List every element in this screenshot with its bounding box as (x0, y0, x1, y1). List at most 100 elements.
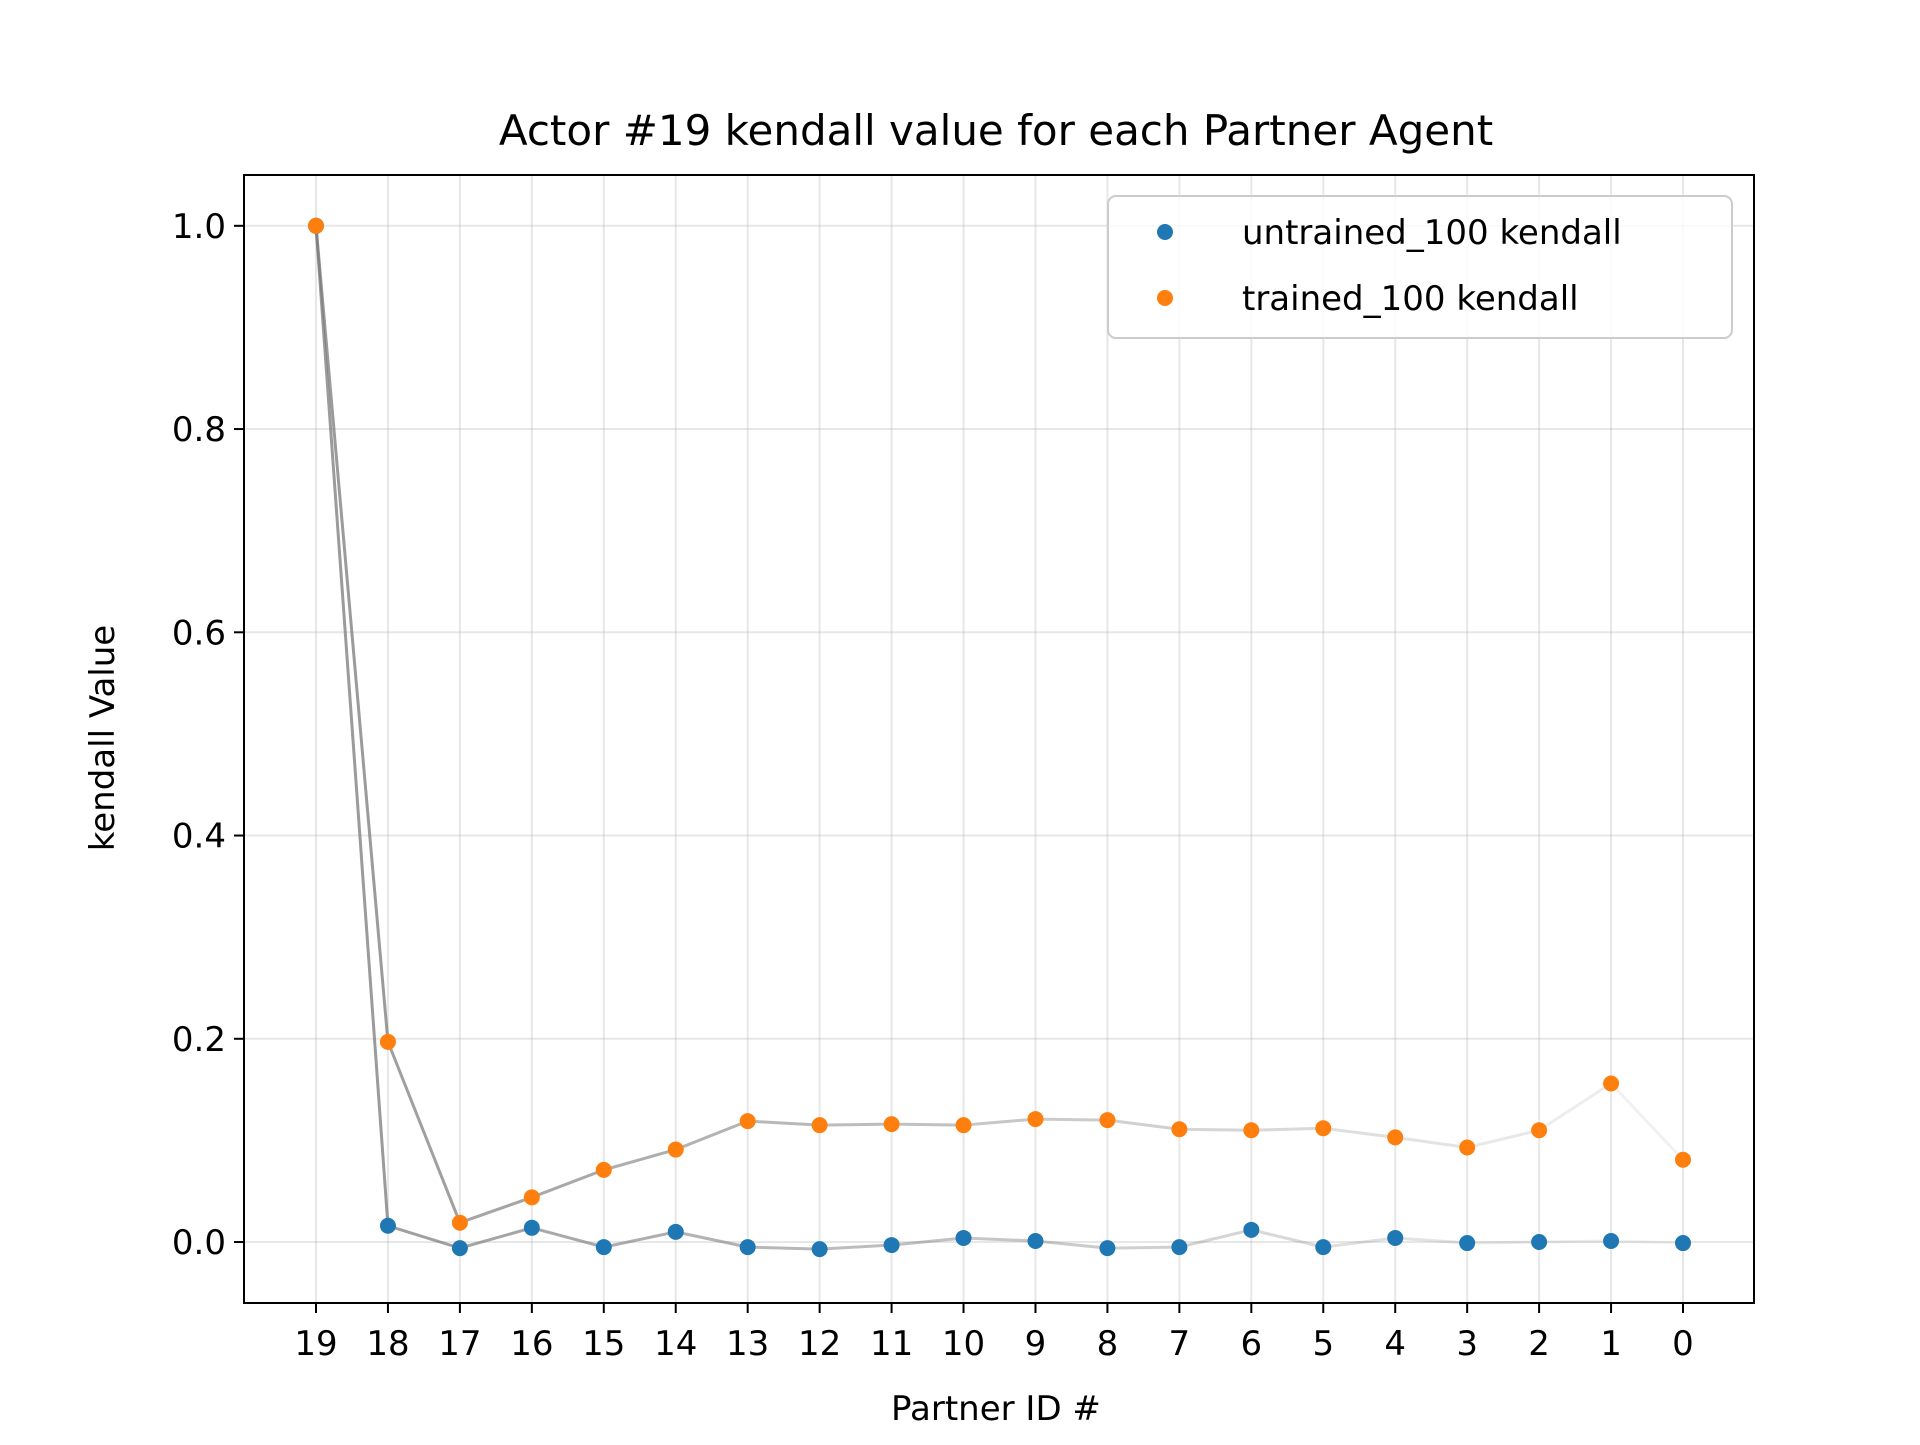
trained-point (1243, 1122, 1260, 1139)
x-tick-label: 19 (294, 1324, 337, 1364)
x-tick-label: 6 (1240, 1324, 1262, 1364)
axis-ticks: 19 18 17 16 15 14 13 12 11 10 9 8 7 6 5 4 3 2 1 00.00.20.40… (172, 207, 1694, 1364)
series-segment (1466, 1128, 1540, 1149)
series-segment (1107, 1118, 1180, 1131)
series-segment (1395, 1236, 1468, 1245)
plot-area-frame (243, 174, 1755, 1304)
series-points (308, 217, 1691, 1258)
untrained-point (1387, 1229, 1404, 1246)
x-tick-label: 0 (1672, 1324, 1694, 1364)
trained-point (1459, 1139, 1476, 1156)
untrained-point (523, 1219, 540, 1236)
trained-point (379, 1033, 396, 1050)
untrained-point (1315, 1239, 1332, 1256)
series-segment (387, 1224, 461, 1250)
y-tick-label: 0.2 (172, 1020, 226, 1060)
series-segment (747, 1119, 820, 1127)
x-tick-label: 8 (1097, 1324, 1119, 1364)
legend: untrained_100 kendall trained_100 kendall (1107, 195, 1733, 339)
trained-point (1603, 1075, 1620, 1092)
trained-point (811, 1117, 828, 1134)
x-tick-label: 13 (726, 1324, 769, 1364)
legend-label: trained_100 kendall (1242, 279, 1579, 319)
untrained-point (1099, 1240, 1116, 1257)
trained-point (1387, 1129, 1404, 1146)
x-tick-label: 5 (1312, 1324, 1334, 1364)
x-tick-label: 2 (1528, 1324, 1550, 1364)
series-segment (675, 1119, 749, 1151)
series-segment (1611, 1239, 1684, 1245)
series-segment (603, 1148, 677, 1172)
y-tick-label: 0.8 (172, 410, 226, 450)
untrained-point (811, 1241, 828, 1258)
trained-point (595, 1161, 612, 1178)
trained-point (883, 1116, 900, 1133)
trained-point (955, 1117, 972, 1134)
trained-point (1027, 1111, 1044, 1128)
series-segment (1107, 1245, 1180, 1250)
untrained-point (739, 1239, 756, 1256)
trained-point (667, 1141, 684, 1158)
series-segment (1539, 1239, 1612, 1244)
series-segment (314, 225, 390, 1226)
untrained-point (1675, 1235, 1691, 1252)
series-connecting-lines (314, 225, 1685, 1251)
x-tick-label: 14 (654, 1324, 697, 1364)
series-segment (1467, 1240, 1540, 1245)
x-tick-label: 1 (1600, 1324, 1622, 1364)
x-tick-label: 15 (582, 1324, 625, 1364)
legend-marker (1157, 224, 1173, 240)
trained-point (1675, 1151, 1691, 1168)
trained-point (523, 1189, 540, 1206)
series-segment (1323, 1236, 1396, 1249)
untrained-point (1171, 1239, 1188, 1256)
series-segment (1179, 1228, 1252, 1249)
trained-point (1531, 1122, 1548, 1139)
series-segment (963, 1117, 1036, 1127)
legend-box (1107, 195, 1733, 339)
untrained-point (1459, 1235, 1476, 1252)
x-tick-label: 10 (942, 1324, 985, 1364)
series-segment (531, 1168, 605, 1199)
x-tick-label: 11 (870, 1324, 913, 1364)
series-segment (459, 1226, 533, 1250)
x-tick-label: 4 (1384, 1324, 1406, 1364)
series-segment (891, 1122, 964, 1127)
series-segment (314, 225, 390, 1042)
series-segment (1609, 1082, 1685, 1161)
trained-point (308, 217, 324, 234)
untrained-point (667, 1223, 684, 1240)
series-segment (1250, 1228, 1324, 1249)
chart-title: Actor #19 kendall value for each Partner… (499, 106, 1493, 155)
untrained-point (1603, 1233, 1620, 1250)
legend-label: untrained_100 kendall (1242, 213, 1622, 253)
untrained-point (1531, 1234, 1548, 1251)
y-tick-label: 0.4 (172, 817, 226, 857)
untrained-point (1243, 1221, 1260, 1238)
trained-point (1315, 1120, 1332, 1137)
series-segment (603, 1230, 677, 1249)
y-tick-label: 0.0 (172, 1223, 226, 1263)
series-segment (1035, 1239, 1108, 1250)
untrained-point (595, 1239, 612, 1256)
series-segment (531, 1226, 605, 1249)
untrained-point (379, 1217, 396, 1234)
x-tick-label: 9 (1025, 1324, 1047, 1364)
x-axis-label: Partner ID # (891, 1389, 1101, 1429)
x-tick-label: 16 (510, 1324, 553, 1364)
y-tick-label: 1.0 (172, 207, 226, 247)
x-tick-label: 17 (438, 1324, 481, 1364)
series-segment (963, 1236, 1036, 1243)
series-segment (1323, 1126, 1396, 1139)
series-segment (459, 1195, 533, 1225)
series-segment (819, 1243, 892, 1251)
series-segment (891, 1236, 964, 1247)
series-segment (386, 1041, 462, 1224)
x-tick-label: 18 (366, 1324, 409, 1364)
untrained-point (883, 1237, 900, 1254)
series-segment (1538, 1082, 1612, 1132)
untrained-point (1027, 1233, 1044, 1250)
trained-point (1099, 1112, 1116, 1129)
